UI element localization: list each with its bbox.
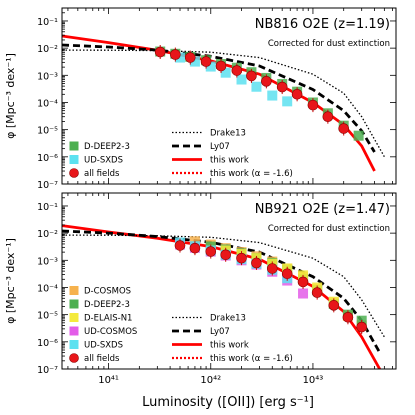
point-all-fields [154, 46, 166, 58]
point-all-fields [328, 300, 340, 311]
panel-annotation: Corrected for dust extinction [268, 39, 390, 49]
legend-label: UD-SXDS [84, 156, 123, 166]
legend-label: this work (α = -1.6) [210, 169, 293, 179]
y-tick-label: 10⁻⁶ [37, 338, 58, 349]
x-tick-label: 10⁴³ [303, 375, 324, 386]
y-tick-label: 10⁻¹ [37, 17, 58, 28]
point-all-fields [261, 76, 272, 87]
panel-title: NB921 O2E (z=1.47) [255, 202, 390, 217]
top-panel: 10⁻⁷ 10⁻⁶ 10⁻⁵ 10⁻⁴ 10⁻³ 10⁻² 10⁻¹ NB816 O2E (z… [4, 7, 397, 191]
point-all-fields [200, 56, 212, 67]
point-all-fields [356, 321, 367, 333]
point-ud-sxds [236, 74, 247, 85]
point-all-fields [220, 249, 231, 261]
y-tick-label: 10⁻⁵ [37, 311, 58, 322]
point-all-fields [236, 252, 247, 264]
legend-marker [69, 141, 79, 151]
legend-label: D-DEEP2-3 [84, 300, 130, 310]
legend-marker [69, 299, 79, 309]
point-all-fields [170, 49, 181, 60]
plot-area [62, 224, 385, 369]
x-tick-label: 10⁴¹ [98, 375, 119, 386]
y-tick-label: 10⁻² [37, 229, 58, 240]
point-all-fields [266, 263, 278, 274]
legend-label: D-COSMOS [84, 287, 131, 297]
point-all-fields [184, 52, 196, 63]
point-all-fields [251, 257, 262, 269]
y-tick-label: 10⁻⁷ [37, 365, 58, 376]
panel-title: NB816 O2E (z=1.19) [255, 17, 390, 32]
x-tick-label: 10⁴² [200, 375, 221, 386]
panel-annotation: Corrected for dust extinction [268, 224, 390, 234]
plot-area [62, 34, 385, 172]
point-all-fields [342, 311, 354, 323]
legend-marker [69, 313, 79, 322]
y-tick-label: 10⁻⁴ [37, 98, 58, 109]
legend-label: all fields [84, 354, 120, 364]
point-ud-sxds [175, 52, 186, 63]
legend-label: this work [210, 341, 249, 351]
legend-label: Ly07 [210, 142, 230, 152]
legend-label: D-DEEP2-3 [84, 142, 130, 152]
point-all-fields [276, 81, 288, 93]
legend-label: this work [210, 156, 249, 166]
curve-drake13 [62, 234, 385, 338]
point-ud-sxds [205, 61, 216, 72]
y-tick-label: 10⁻⁷ [37, 180, 58, 191]
bottom-panel: 10⁻⁷ 10⁻⁶ 10⁻⁵ 10⁻⁴ 10⁻³ 10⁻² 10⁻¹ 10⁴¹ 10⁴² 10⁴³… [4, 192, 397, 386]
point-all-fields [246, 70, 257, 82]
legend-label: UD-SXDS [84, 341, 123, 351]
point-d-deep2-3 [353, 130, 364, 141]
point-ud-sxds [282, 96, 293, 107]
legend-marker [69, 353, 79, 363]
point-all-fields [311, 287, 323, 298]
y-tick-label: 10⁻⁵ [37, 126, 58, 137]
plot-frame [61, 192, 397, 370]
x-axis-label: Luminosity ([OII]) [erg s⁻¹] [142, 395, 314, 410]
point-all-fields [215, 60, 227, 72]
y-tick-label: 10⁻² [37, 44, 58, 55]
legend-label: Drake13 [210, 314, 246, 324]
legend-marker [69, 340, 79, 349]
y-tick-label: 10⁻⁶ [37, 153, 58, 164]
legend-label: Drake13 [210, 129, 246, 139]
point-all-fields [297, 276, 309, 288]
legend-marker [69, 326, 79, 336]
point-all-fields [189, 242, 201, 254]
point-all-fields [281, 268, 293, 280]
legend-label: D-ELAIS-N1 [84, 314, 132, 324]
point-ud-sxds [251, 81, 262, 92]
point-ud-sxds [267, 90, 278, 101]
legend-label: UD-COSMOS [84, 327, 137, 337]
point-all-fields [174, 240, 186, 251]
curve-ly07 [62, 43, 376, 153]
legend-marker [69, 168, 79, 178]
point-all-fields [322, 111, 334, 122]
point-all-fields [307, 99, 319, 111]
point-all-fields [291, 89, 303, 100]
y-tick-label: 10⁻³ [37, 256, 58, 267]
point-ud-sxds [189, 56, 200, 67]
plot-frame [61, 7, 397, 185]
y-tick-label: 10⁻⁴ [37, 283, 58, 294]
legend-label: Ly07 [210, 327, 230, 337]
point-ud-sxds [220, 67, 231, 78]
legend-marker [69, 286, 79, 295]
point-all-fields [205, 246, 217, 257]
legend-label: this work (α = -1.6) [210, 354, 293, 364]
y-tick-label: 10⁻³ [37, 71, 58, 82]
y-axis-label: φ [Mpc⁻³ dex⁻¹] [4, 53, 17, 139]
point-all-fields [338, 123, 349, 134]
y-axis-label: φ [Mpc⁻³ dex⁻¹] [4, 238, 17, 324]
legend-label: all fields [84, 169, 120, 179]
legend-marker [69, 155, 79, 164]
point-all-fields [231, 65, 243, 76]
y-tick-label: 10⁻¹ [37, 202, 58, 213]
point-ud-cosmos [298, 288, 309, 299]
